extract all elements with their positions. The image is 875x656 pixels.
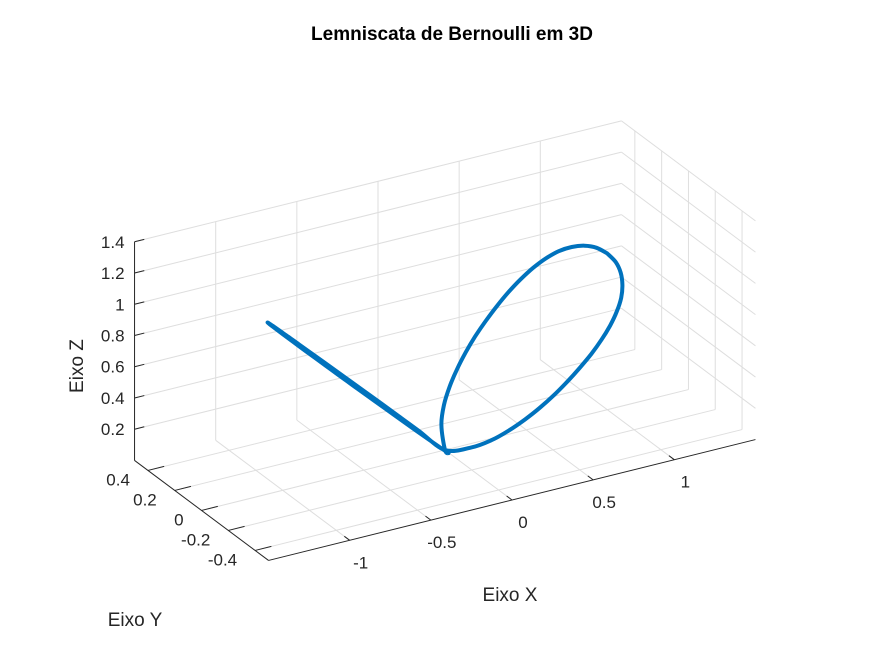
z-tick-label: 0.2 <box>101 420 125 439</box>
grid-line <box>134 276 622 399</box>
x-tick-label: 1 <box>681 473 690 492</box>
grid-line <box>228 409 716 531</box>
y-tick <box>255 545 272 551</box>
grid-line <box>134 214 622 336</box>
y-tick <box>174 485 192 491</box>
y-tick-label: 0.2 <box>133 490 157 509</box>
y-tick <box>228 525 245 531</box>
y-tick-label: -0.4 <box>208 550 237 569</box>
z-tick <box>134 395 145 399</box>
z-tick-label: 0.8 <box>101 326 125 345</box>
x-tick <box>668 455 675 461</box>
z-tick <box>134 238 145 243</box>
x-tick-label: 0.5 <box>592 493 616 512</box>
z-axis-label: Eixo Z <box>67 339 88 393</box>
axes <box>134 238 756 561</box>
grid-line <box>621 245 756 347</box>
tick-labels: -1-0.500.51-0.4-0.200.20.40.20.40.60.811… <box>101 233 690 573</box>
x-tick-label: -1 <box>353 553 368 572</box>
series-layer <box>265 243 625 456</box>
y-tick-label: 0.4 <box>106 470 130 489</box>
grid-line <box>134 307 622 430</box>
grid-lines <box>134 120 756 551</box>
z-tick <box>134 301 145 305</box>
chart-title: Lemniscata de Bernoulli em 3D <box>311 24 593 45</box>
grid-line <box>621 182 756 284</box>
y-axis-line <box>134 460 269 561</box>
x-axis-label: Eixo X <box>483 585 538 606</box>
z-tick <box>134 270 145 274</box>
x-tick <box>506 495 513 501</box>
z-tick-label: 0.4 <box>101 389 125 408</box>
grid-line <box>134 245 622 368</box>
z-tick-label: 1.2 <box>101 264 125 283</box>
x-tick-label: -0.5 <box>427 533 456 552</box>
z-tick-label: 1 <box>115 295 124 314</box>
grid-line <box>621 214 756 315</box>
grid-line <box>621 276 756 378</box>
grid-line <box>621 151 756 253</box>
y-axis-label: Eixo Y <box>108 610 163 631</box>
grid-line <box>255 429 743 551</box>
grid-line <box>621 307 756 409</box>
grid-line <box>621 120 756 222</box>
x-tick <box>344 535 350 541</box>
z-tick-label: 0.6 <box>101 358 125 377</box>
y-tick-label: -0.2 <box>181 530 210 549</box>
z-tick-label: 1.4 <box>101 233 125 252</box>
grid-line <box>134 120 622 243</box>
x-tick-label: 0 <box>518 513 527 532</box>
grid-line <box>134 151 622 274</box>
grid-line <box>134 182 622 305</box>
series-line <box>265 243 625 456</box>
z-tick <box>134 363 145 368</box>
z-tick <box>134 426 145 430</box>
y-tick-label: 0 <box>174 510 183 529</box>
z-tick <box>134 332 145 336</box>
x-tick <box>587 475 594 481</box>
y-tick <box>201 505 218 511</box>
x-tick <box>425 515 432 521</box>
y-tick <box>147 465 165 471</box>
